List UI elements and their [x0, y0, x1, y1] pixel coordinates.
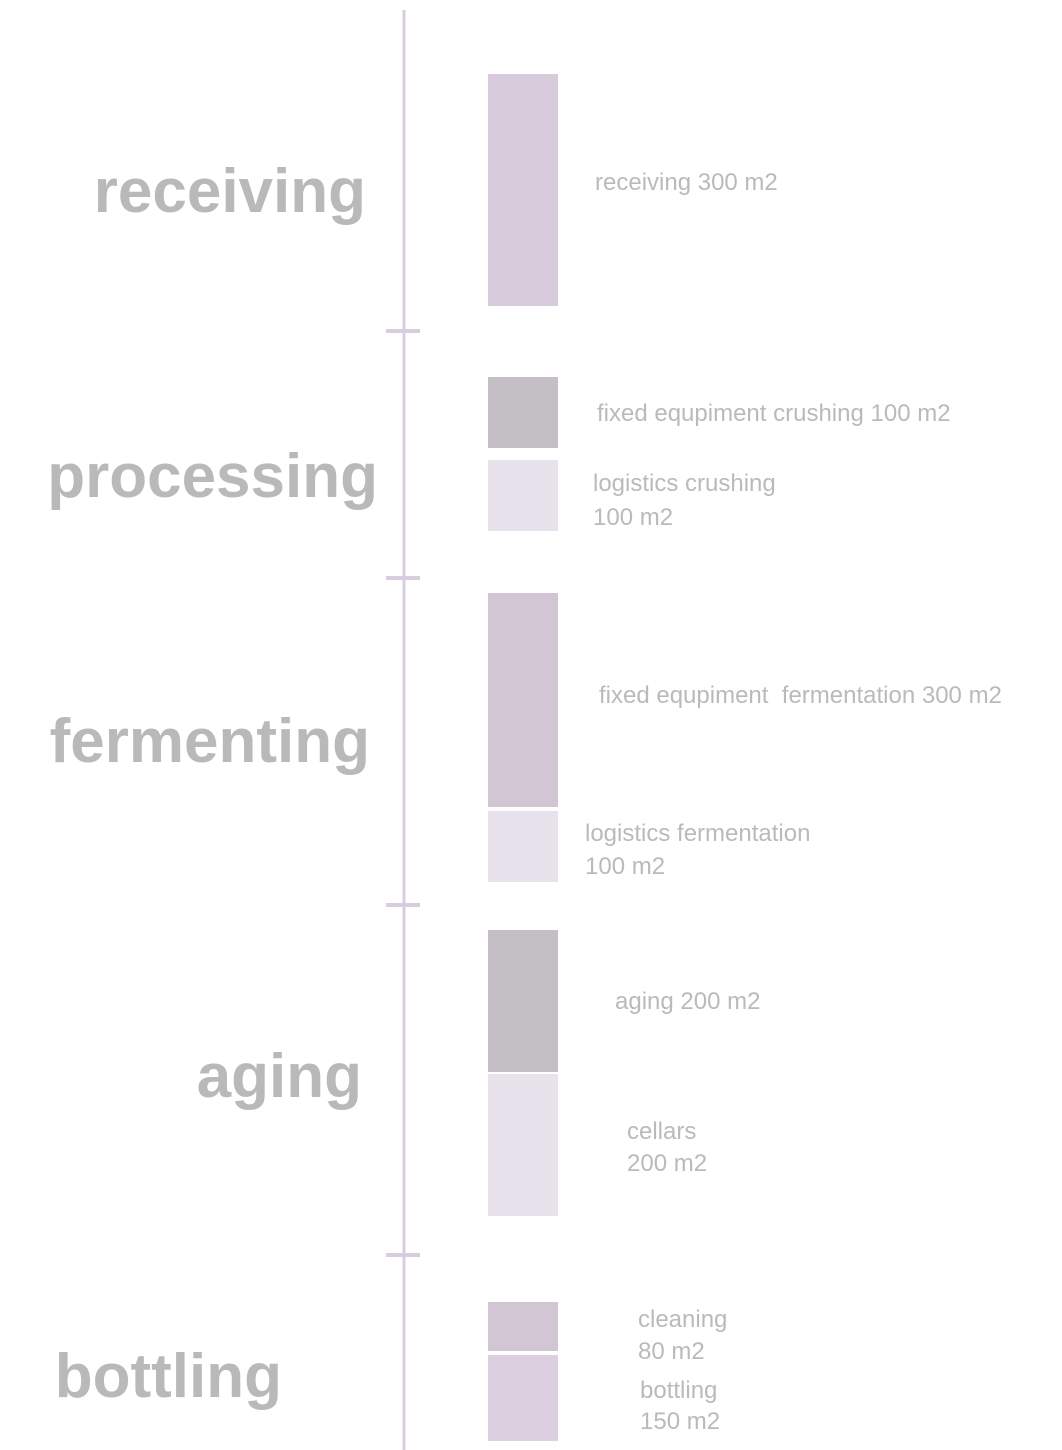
block-label: cellars	[627, 1118, 696, 1145]
block-label: 200 m2	[627, 1150, 707, 1177]
block-label: aging 200 m2	[615, 988, 760, 1015]
block	[488, 460, 558, 531]
block-label: 100 m2	[593, 504, 673, 531]
stage-label: receiving	[94, 157, 366, 226]
block	[488, 377, 558, 448]
block-label: fixed equpiment fermentation 300 m2	[599, 682, 1002, 709]
block-label: bottling	[640, 1377, 717, 1404]
block	[488, 593, 558, 807]
block	[488, 930, 558, 1072]
stage-label: bottling	[55, 1342, 282, 1411]
block-label: 100 m2	[585, 853, 665, 880]
stage-label: processing	[47, 442, 378, 511]
block-label: logistics fermentation	[585, 820, 810, 847]
block	[488, 1355, 558, 1441]
block-label: fixed equpiment crushing 100 m2	[597, 400, 951, 427]
block	[488, 1074, 558, 1216]
block-label: logistics crushing	[593, 470, 776, 497]
dividers	[386, 329, 420, 1257]
stage-label: fermenting	[50, 707, 370, 776]
blocks	[488, 74, 558, 1441]
stage-label: aging	[197, 1042, 362, 1111]
block	[488, 811, 558, 882]
block-label: cleaning	[638, 1306, 727, 1333]
block-label: receiving 300 m2	[595, 169, 778, 196]
block	[488, 74, 558, 306]
block-label: 80 m2	[638, 1338, 705, 1365]
block	[488, 1302, 558, 1351]
block-label: 150 m2	[640, 1408, 720, 1435]
